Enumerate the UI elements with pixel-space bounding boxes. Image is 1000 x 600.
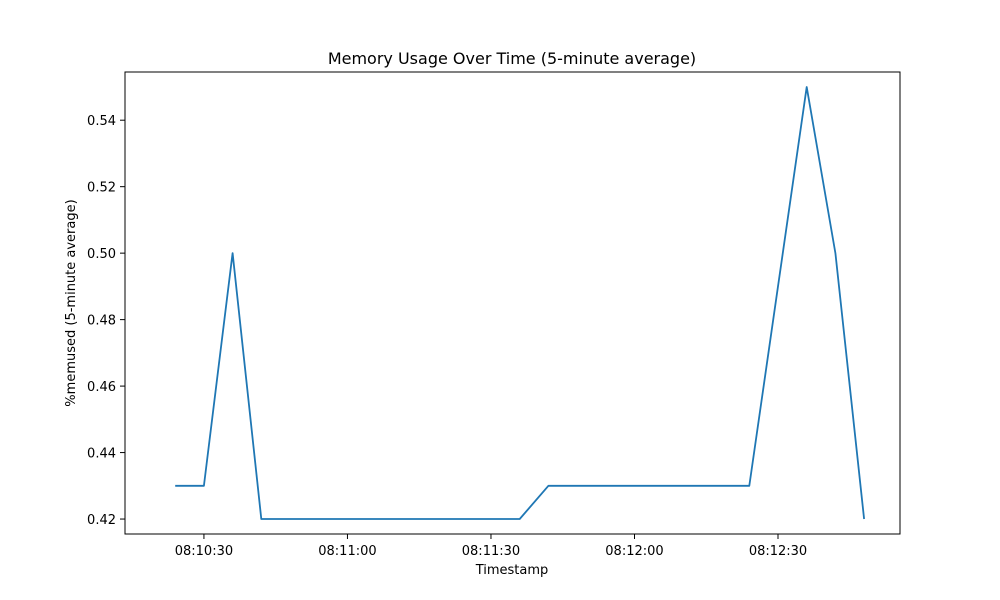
y-axis-title: %memused (5-minute average): [64, 199, 79, 406]
y-axis: 0.42 0.44 0.46 0.48 0.50 0.52 0.54: [87, 114, 125, 528]
y-tick-label: 0.50: [87, 247, 116, 262]
y-tick-label: 0.42: [87, 513, 116, 528]
x-axis: 08:10:30 08:11:00 08:11:30 08:12:00 08:12:30: [175, 534, 807, 559]
series-line: [175, 86, 865, 520]
x-axis-title: Timestamp: [475, 563, 549, 578]
plot-area: [124, 71, 901, 535]
series-layer: [175, 86, 865, 520]
y-tick-label: 0.48: [87, 314, 116, 329]
chart-title: Memory Usage Over Time (5-minute average…: [328, 49, 696, 68]
x-tick-label: 08:11:00: [318, 544, 376, 559]
x-tick-label: 08:12:00: [605, 544, 663, 559]
y-tick-label: 0.44: [87, 447, 116, 462]
x-tick-label: 08:10:30: [175, 544, 233, 559]
x-tick-label: 08:11:30: [462, 544, 520, 559]
y-tick-label: 0.46: [87, 380, 116, 395]
x-tick-label: 08:12:30: [749, 544, 807, 559]
y-tick-label: 0.54: [87, 114, 116, 129]
y-tick-label: 0.52: [87, 181, 116, 196]
